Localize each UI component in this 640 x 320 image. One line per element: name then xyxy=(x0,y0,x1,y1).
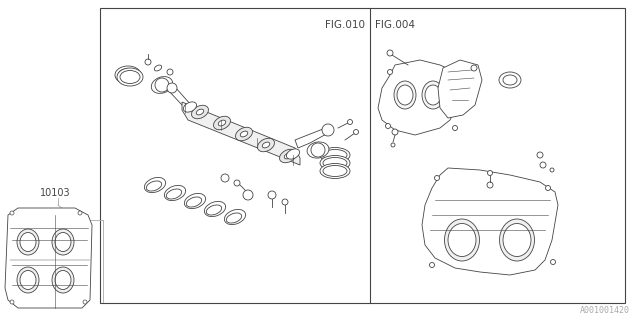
Polygon shape xyxy=(378,60,460,135)
Ellipse shape xyxy=(422,81,444,109)
Circle shape xyxy=(550,168,554,172)
Ellipse shape xyxy=(196,109,204,115)
Ellipse shape xyxy=(164,185,186,201)
Circle shape xyxy=(282,199,288,205)
Ellipse shape xyxy=(20,233,36,252)
Ellipse shape xyxy=(323,165,347,177)
Polygon shape xyxy=(295,127,330,148)
Ellipse shape xyxy=(284,153,292,159)
Circle shape xyxy=(167,83,177,93)
Circle shape xyxy=(537,152,543,158)
Ellipse shape xyxy=(214,116,230,130)
Ellipse shape xyxy=(323,157,347,169)
Circle shape xyxy=(353,130,358,134)
Ellipse shape xyxy=(206,205,221,215)
Circle shape xyxy=(243,190,253,200)
Polygon shape xyxy=(182,102,300,165)
Circle shape xyxy=(429,262,435,268)
Ellipse shape xyxy=(320,148,350,163)
Ellipse shape xyxy=(499,72,521,88)
Ellipse shape xyxy=(52,229,74,255)
Circle shape xyxy=(387,69,392,75)
Polygon shape xyxy=(168,87,200,120)
Ellipse shape xyxy=(55,233,71,252)
Text: A001001420: A001001420 xyxy=(580,306,630,315)
Circle shape xyxy=(550,260,556,265)
Circle shape xyxy=(435,175,440,180)
Circle shape xyxy=(452,125,458,131)
Circle shape xyxy=(385,124,390,129)
Circle shape xyxy=(391,143,395,147)
Circle shape xyxy=(221,174,229,182)
Ellipse shape xyxy=(240,131,248,137)
Circle shape xyxy=(10,300,14,304)
Circle shape xyxy=(167,69,173,75)
Circle shape xyxy=(155,78,169,92)
Ellipse shape xyxy=(17,267,39,293)
Ellipse shape xyxy=(503,75,517,85)
Ellipse shape xyxy=(115,66,141,84)
Circle shape xyxy=(545,186,550,190)
Polygon shape xyxy=(5,208,92,308)
Ellipse shape xyxy=(425,85,441,105)
Circle shape xyxy=(268,191,276,199)
Ellipse shape xyxy=(323,149,347,161)
Circle shape xyxy=(488,171,493,175)
Ellipse shape xyxy=(145,177,166,193)
Ellipse shape xyxy=(225,209,246,225)
Circle shape xyxy=(78,211,82,215)
Circle shape xyxy=(10,211,14,215)
Circle shape xyxy=(234,180,240,186)
Ellipse shape xyxy=(52,267,74,293)
Ellipse shape xyxy=(151,76,173,93)
Circle shape xyxy=(322,124,334,136)
Ellipse shape xyxy=(204,201,226,217)
Circle shape xyxy=(83,300,87,304)
Text: FIG.004: FIG.004 xyxy=(375,20,415,30)
Ellipse shape xyxy=(147,181,162,191)
Ellipse shape xyxy=(262,142,269,148)
Ellipse shape xyxy=(20,270,36,290)
Circle shape xyxy=(348,119,353,124)
Polygon shape xyxy=(422,168,558,275)
Ellipse shape xyxy=(307,142,329,158)
Ellipse shape xyxy=(236,127,252,141)
Ellipse shape xyxy=(257,138,275,152)
Circle shape xyxy=(387,50,393,56)
Ellipse shape xyxy=(120,70,140,84)
Ellipse shape xyxy=(184,193,205,209)
Circle shape xyxy=(447,68,452,73)
Ellipse shape xyxy=(445,219,479,261)
Ellipse shape xyxy=(55,270,71,290)
Ellipse shape xyxy=(166,189,182,199)
Text: 10103: 10103 xyxy=(40,188,70,198)
Ellipse shape xyxy=(320,164,350,179)
Ellipse shape xyxy=(191,105,209,119)
Text: FIG.010: FIG.010 xyxy=(325,20,365,30)
Ellipse shape xyxy=(397,85,413,105)
Ellipse shape xyxy=(227,213,242,223)
Ellipse shape xyxy=(118,68,138,82)
Ellipse shape xyxy=(186,197,202,207)
Bar xyxy=(100,8,625,303)
Circle shape xyxy=(311,143,325,157)
Ellipse shape xyxy=(287,149,300,159)
Circle shape xyxy=(471,65,477,71)
Ellipse shape xyxy=(218,120,226,126)
Circle shape xyxy=(145,59,151,65)
Circle shape xyxy=(540,162,546,168)
Ellipse shape xyxy=(448,223,476,257)
Ellipse shape xyxy=(154,65,162,71)
Ellipse shape xyxy=(320,156,350,171)
Ellipse shape xyxy=(499,219,534,261)
Ellipse shape xyxy=(17,229,39,255)
Ellipse shape xyxy=(117,68,143,86)
Circle shape xyxy=(487,182,493,188)
Ellipse shape xyxy=(394,81,416,109)
Ellipse shape xyxy=(184,102,196,112)
Circle shape xyxy=(392,129,398,135)
Polygon shape xyxy=(438,60,482,118)
Ellipse shape xyxy=(503,223,531,257)
Ellipse shape xyxy=(280,149,296,163)
